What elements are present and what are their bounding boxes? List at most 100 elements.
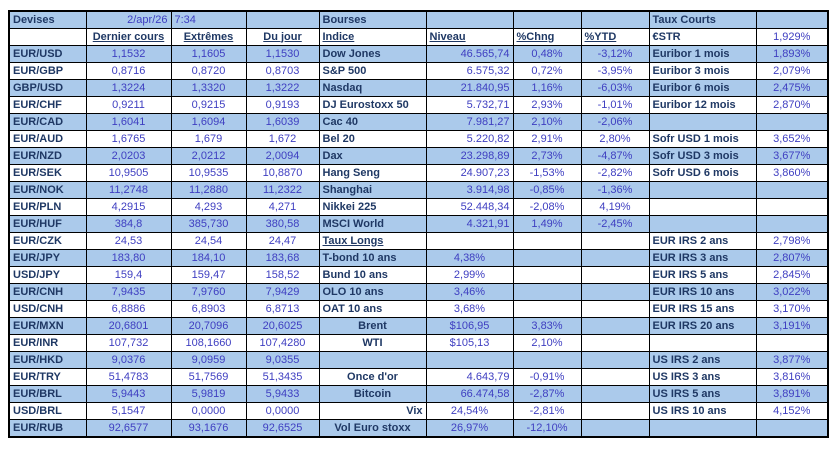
pct-chng-value: 2,73%: [512, 147, 582, 165]
section-title-taux-longs: Taux Longs: [318, 232, 427, 250]
index-level-value: 5.732,71: [425, 96, 514, 114]
day-rate-value: 7,9429: [245, 283, 320, 301]
last-rate-value: 1,6041: [85, 113, 172, 131]
pct-chng-value: -2,87%: [512, 385, 582, 403]
table-row: EUR/GBP 0,8716 0,8720 0,8703 S&P 500 6.575,32…: [8, 62, 829, 80]
blank-cell: [580, 266, 650, 284]
pct-chng-value: -2,08%: [512, 198, 582, 216]
blank-cell: [425, 351, 514, 369]
index-label: Hang Seng: [318, 164, 427, 182]
table-row: EUR/SEK 10,9505 10,9535 10,8870 Hang Seng 24.…: [8, 164, 829, 182]
currency-pair-label: USD/BRL: [8, 402, 87, 420]
index-level-value: 7.981,27: [425, 113, 514, 131]
currency-pair-label: USD/JPY: [8, 266, 87, 284]
pct-ytd-value: -3,12%: [580, 45, 650, 63]
table-row: EUR/TRY 51,4783 51,7569 51,3435 Once d'or 4.6…: [8, 368, 829, 386]
last-rate-value: 0,9211: [85, 96, 172, 114]
table-row: EUR/NOK 11,2748 11,2880 11,2322 Shanghai 3.91…: [8, 181, 829, 199]
table-row: USD/JPY 159,4 159,47 158,52 Bund 10 ans 2,99%…: [8, 266, 829, 284]
table-row: Dernier cours Extrêmes Du jour Indice Niveau…: [8, 28, 829, 46]
last-rate-value: 5,9443: [85, 385, 172, 403]
extreme-rate-value: 93,1676: [170, 419, 247, 438]
currency-pair-label: EUR/MXN: [8, 317, 87, 335]
day-rate-value: 0,9193: [245, 96, 320, 114]
pct-ytd-value: -6,03%: [580, 79, 650, 97]
table-row: EUR/MXN 20,6801 20,7096 20,6025 Brent $106,95…: [8, 317, 829, 335]
long-rate-label: OLO 10 ans: [318, 283, 427, 301]
currency-pair-label: EUR/NZD: [8, 147, 87, 165]
short-rate-value: 2,870%: [755, 96, 829, 114]
column-header: Extrêmes: [170, 28, 247, 46]
pct-ytd-value: -4,87%: [580, 147, 650, 165]
short-rate-value: 1,893%: [755, 45, 829, 63]
blank-cell: [580, 402, 650, 420]
short-rate-value: 3,022%: [755, 283, 829, 301]
long-rate-label: T-bond 10 ans: [318, 249, 427, 267]
extreme-rate-value: 108,1660: [170, 334, 247, 352]
last-rate-value: 4,2915: [85, 198, 172, 216]
short-rate-value: 2,807%: [755, 249, 829, 267]
column-header: Dernier cours: [85, 28, 172, 46]
pct-ytd-value: 4,19%: [580, 198, 650, 216]
other-asset-label: Bitcoin: [318, 385, 427, 403]
blank-cell: [580, 249, 650, 267]
blank-cell: [512, 249, 582, 267]
short-rate-label: EUR IRS 15 ans: [648, 300, 757, 318]
index-level-value: 4.321,91: [425, 215, 514, 233]
index-label: Nikkei 225: [318, 198, 427, 216]
blank-cell: [512, 283, 582, 301]
table-row: EUR/INR 107,732 108,1660 107,4280 WTI $105,13…: [8, 334, 829, 352]
table-row: EUR/HKD 9,0376 9,0959 9,0355 US IRS 2 ans 3,8…: [8, 351, 829, 369]
table-row: EUR/PLN 4,2915 4,293 4,271 Nikkei 225 52.448,…: [8, 198, 829, 216]
short-rate-label: US IRS 10 ans: [648, 402, 757, 420]
column-header: %YTD: [580, 28, 650, 46]
short-rate-label: EUR IRS 3 ans: [648, 249, 757, 267]
short-rate-label: EUR IRS 20 ans: [648, 317, 757, 335]
day-rate-value: 51,3435: [245, 368, 320, 386]
pct-ytd-value: -3,95%: [580, 62, 650, 80]
column-header: Indice: [318, 28, 427, 46]
blank-cell: [580, 385, 650, 403]
currency-pair-label: EUR/BRL: [8, 385, 87, 403]
table-row: EUR/JPY 183,80 184,10 183,68 T-bond 10 ans 4,…: [8, 249, 829, 267]
pct-chng-value: 1,16%: [512, 79, 582, 97]
section-title-bourses: Bourses: [318, 10, 427, 29]
pct-chng-value: 2,93%: [512, 96, 582, 114]
index-label: Cac 40: [318, 113, 427, 131]
index-level-value: 21.840,95: [425, 79, 514, 97]
currency-pair-label: EUR/USD: [8, 45, 87, 63]
last-rate-value: 6,8886: [85, 300, 172, 318]
day-rate-value: 1,3222: [245, 79, 320, 97]
long-rate-label: Bund 10 ans: [318, 266, 427, 284]
day-rate-value: 11,2322: [245, 181, 320, 199]
short-rate-label: Sofr USD 3 mois: [648, 147, 757, 165]
day-rate-value: 20,6025: [245, 317, 320, 335]
extreme-rate-value: 20,7096: [170, 317, 247, 335]
table-row: EUR/HUF 384,8 385,730 380,58 MSCI World 4.321…: [8, 215, 829, 233]
day-rate-value: 107,4280: [245, 334, 320, 352]
short-rate-value: 2,798%: [755, 232, 829, 250]
long-rate-value: 4,38%: [425, 249, 514, 267]
market-table-body: Devises 2/apr/26 7:34 Bourses Taux Courts Der…: [8, 10, 829, 438]
long-rate-value: 3,68%: [425, 300, 514, 318]
commodity-label: WTI: [318, 334, 427, 352]
index-level-value: 24.907,23: [425, 164, 514, 182]
extreme-rate-value: 1,3320: [170, 79, 247, 97]
last-rate-value: 10,9505: [85, 164, 172, 182]
blank-cell: [648, 113, 757, 131]
blank-cell: [425, 10, 514, 29]
table-row: EUR/BRL 5,9443 5,9819 5,9433 Bitcoin 66.474,5…: [8, 385, 829, 403]
blank-cell: [580, 419, 650, 438]
short-rate-value: 3,891%: [755, 385, 829, 403]
blank-cell: [648, 181, 757, 199]
short-rate-value: 3,677%: [755, 147, 829, 165]
blank-cell: [8, 28, 87, 46]
short-rate-value: 3,877%: [755, 351, 829, 369]
short-rate-label: EUR IRS 10 ans: [648, 283, 757, 301]
short-rate-label: Euribor 3 mois: [648, 62, 757, 80]
currency-pair-label: EUR/HKD: [8, 351, 87, 369]
blank-cell: [580, 232, 650, 250]
pct-chng-value: 0,72%: [512, 62, 582, 80]
blank-cell: [755, 419, 829, 438]
currency-pair-label: EUR/SEK: [8, 164, 87, 182]
